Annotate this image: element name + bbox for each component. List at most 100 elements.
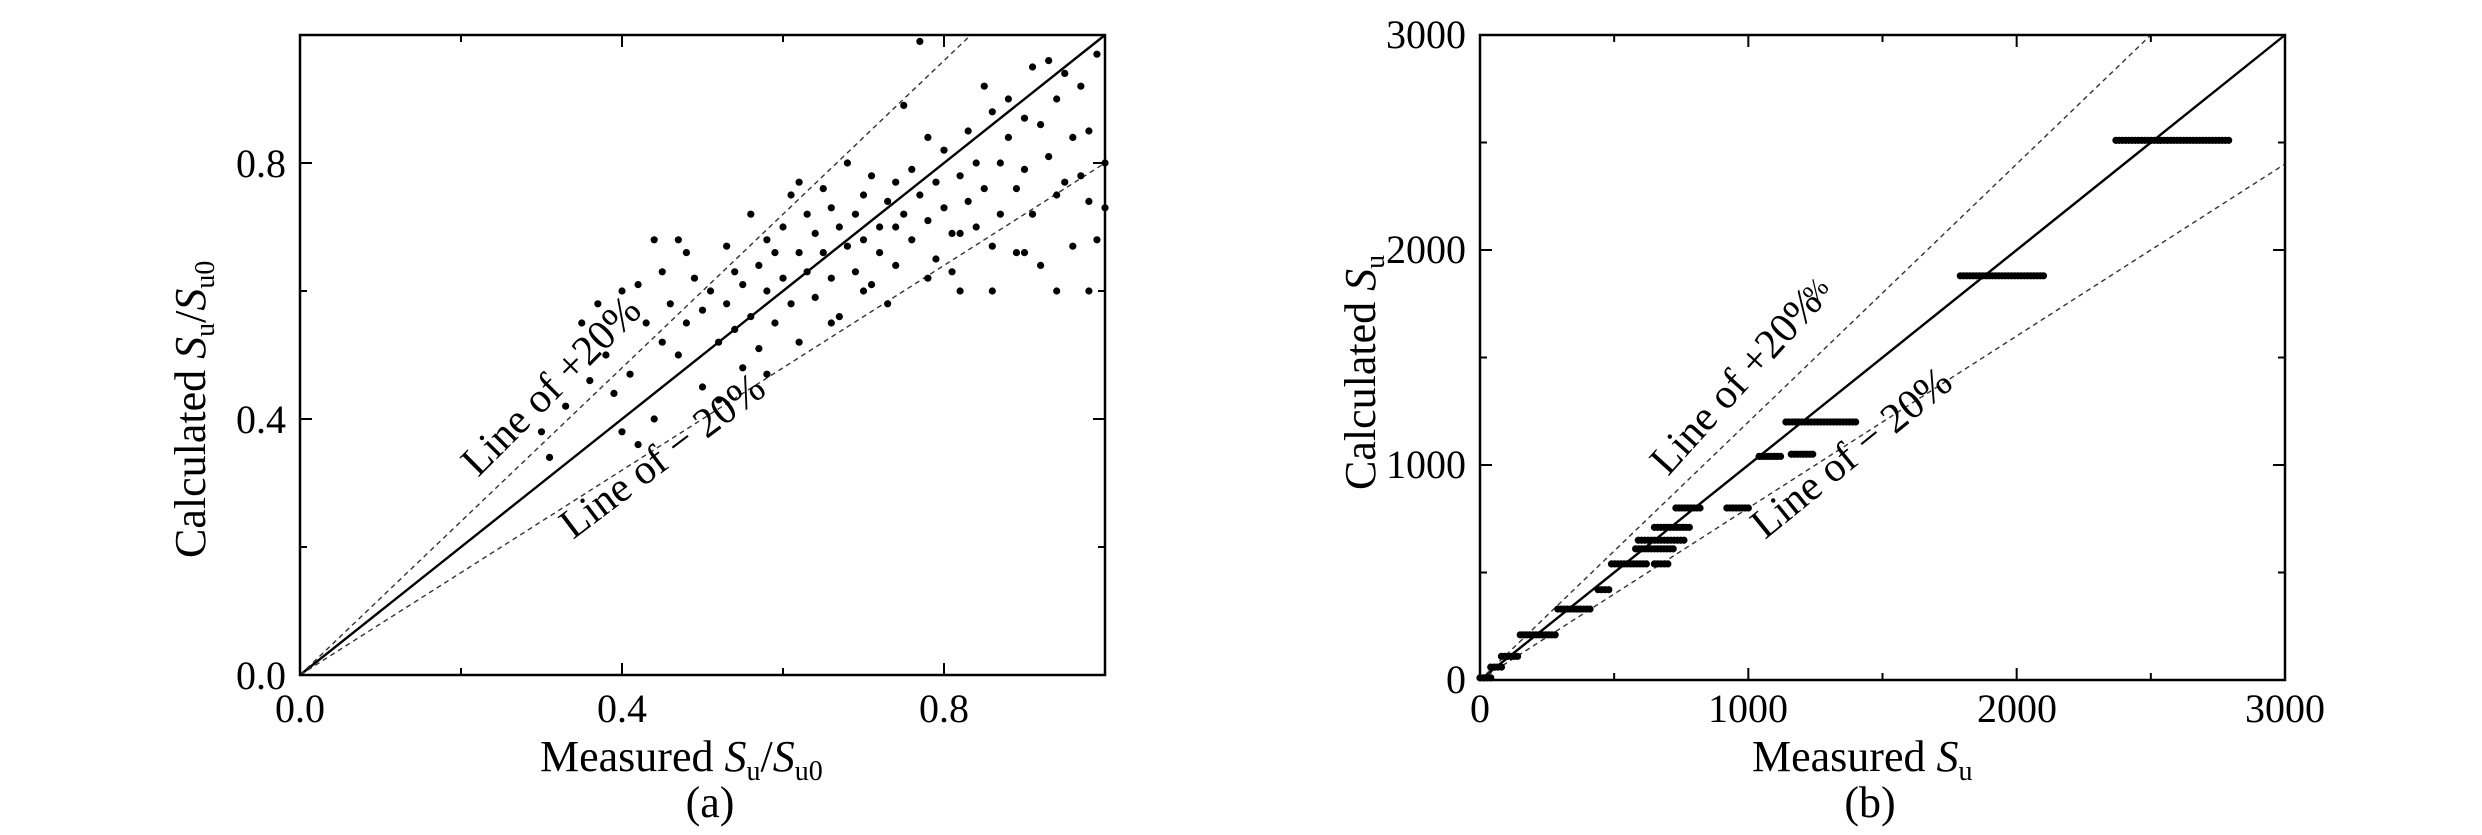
- panel-a-data-point: [908, 236, 916, 244]
- panel-a-data-point: [1085, 197, 1093, 205]
- panel-a-y-tick-label: 0.4: [236, 397, 286, 442]
- panel-a-data-point: [618, 428, 626, 436]
- panel-a-data-point: [835, 223, 843, 231]
- panel-a-minus-20-annotation: Line of − 20%: [551, 364, 774, 548]
- panel-a-data-point: [602, 351, 610, 359]
- panel-b-data-point: [2225, 136, 2233, 144]
- panel-a-data-point: [698, 306, 707, 314]
- panel-b-x-tick-label: 3000: [2245, 686, 2325, 731]
- panel-a-data-point: [811, 293, 819, 301]
- panel-a-data-point: [980, 185, 988, 193]
- panel-a-data-point: [1093, 50, 1101, 58]
- panel-a-ticks: [299, 34, 1106, 676]
- panel-a-data-point: [803, 210, 811, 218]
- panel-a-data-point: [811, 229, 819, 237]
- panel-a-data-point: [932, 255, 940, 263]
- panel-a-data-point: [827, 319, 835, 327]
- panel-a-data-point: [1012, 185, 1021, 193]
- panel-a-data-point: [908, 165, 916, 173]
- panel-a-data-point: [851, 268, 860, 276]
- panel-b-y-tick-label: 3000: [1386, 12, 1466, 57]
- panel-a-x-tick-label: 0.8: [919, 686, 969, 731]
- panel-a-data-point: [650, 415, 658, 423]
- panel-b-x-tick-label: 1000: [1708, 686, 1788, 731]
- panel-b-data-point: [1497, 663, 1506, 671]
- panel-a-reference-lines: [299, 34, 1106, 676]
- panel-b-x-axis-label: Measured Su: [1752, 732, 1973, 787]
- panel-a-plot-frame: [298, 33, 1107, 677]
- panel-a-data-point: [1020, 249, 1029, 257]
- panel-a-data-point: [795, 338, 803, 346]
- panel-b-y-axis-label: Calculated Su: [1336, 255, 1391, 490]
- panel-a-data-point: [1020, 114, 1029, 122]
- panel-b-x-tick-label: 2000: [1977, 686, 2057, 731]
- panel-b-one-to-one-line: [1479, 34, 2286, 681]
- panel-a-data-point: [988, 242, 996, 250]
- panel-a-data-point: [892, 223, 900, 231]
- panel-a-data-point: [674, 351, 682, 359]
- panel-a-data-point: [924, 274, 932, 282]
- panel-a-data-point: [1061, 69, 1069, 77]
- panel-a-data-point: [545, 453, 554, 461]
- panel-a-data-point: [884, 197, 892, 205]
- panel-a-y-axis-label: Calculated Su/Su0: [166, 261, 221, 558]
- panel-b-x-tick-label: 0: [1470, 686, 1490, 731]
- panel-a-data-point: [859, 287, 868, 295]
- panel-a-data-point: [682, 319, 691, 327]
- panel-b-plus-20-line: [1479, 34, 2152, 681]
- panel-a-minus-20-line: [299, 162, 1106, 676]
- panel-a-data-point: [956, 172, 964, 180]
- panel-a-data-point: [819, 185, 827, 193]
- panel-b-data-point: [1809, 450, 1817, 458]
- panel-a-data-point: [843, 242, 852, 250]
- panel-a-data-point: [851, 210, 860, 218]
- panel-a-data-point: [787, 300, 795, 308]
- panel-a-data-point: [715, 338, 723, 346]
- panel-a-y-tick-label: 0.0: [236, 653, 286, 698]
- panel-a-data-point: [1028, 210, 1037, 218]
- panel-a-chart: 0.0 0.4 0.8 0.0 0.4 0.8 Measured Su/Su0 …: [166, 33, 1109, 827]
- panel-b-data-point: [1551, 631, 1559, 639]
- panel-a-data-point: [1012, 249, 1021, 257]
- panel-a-caption: (a): [686, 778, 735, 827]
- panel-a-data-point: [610, 389, 618, 397]
- panel-a-data-point: [1020, 165, 1029, 173]
- panel-a-data-point: [827, 204, 835, 212]
- panel-a-data-point: [1053, 95, 1061, 103]
- panel-a-data-point: [594, 300, 602, 308]
- panel-a-data-point: [578, 319, 586, 327]
- panel-a-data-point: [948, 229, 956, 237]
- panel-a-data-point: [1069, 133, 1077, 141]
- panel-b-data-point: [1513, 652, 1522, 660]
- panel-a-data-point: [723, 242, 731, 250]
- panel-a-data-point: [1028, 63, 1037, 71]
- panel-b-data-point: [1680, 536, 1688, 544]
- panel-a-data-point: [972, 159, 980, 167]
- panel-b-data-point: [1852, 418, 1860, 426]
- panel-a-data-point: [1077, 172, 1085, 180]
- panel-a-data-point: [739, 281, 747, 289]
- panel-b-data-point: [1642, 560, 1650, 568]
- panel-b-data-point: [1669, 545, 1677, 553]
- panel-a-data-point: [988, 108, 996, 116]
- panel-a-data-point: [747, 210, 755, 218]
- panel-a-data-point: [964, 197, 972, 205]
- panel-a-data-point: [658, 268, 666, 276]
- panel-a-data-point: [537, 428, 546, 436]
- panel-a-data-point: [1045, 153, 1053, 161]
- panel-a-data-point: [666, 300, 674, 308]
- panel-a-data-point: [1004, 95, 1013, 103]
- panel-a-data-point: [779, 223, 787, 231]
- panel-a-data-point: [835, 313, 843, 321]
- panel-a-x-axis-label: Measured Su/Su0: [540, 732, 823, 787]
- panel-a-data-point: [690, 274, 699, 282]
- panel-a-data-point: [787, 191, 795, 199]
- panel-a-data-point: [1085, 127, 1093, 135]
- panel-a-data-point: [674, 236, 682, 244]
- panel-a-data-point: [755, 345, 763, 353]
- panel-a-plus-20-line: [299, 34, 972, 676]
- panel-a-data-point: [924, 217, 932, 225]
- panel-a-data-point: [859, 191, 868, 199]
- panel-a-data-point: [731, 268, 739, 276]
